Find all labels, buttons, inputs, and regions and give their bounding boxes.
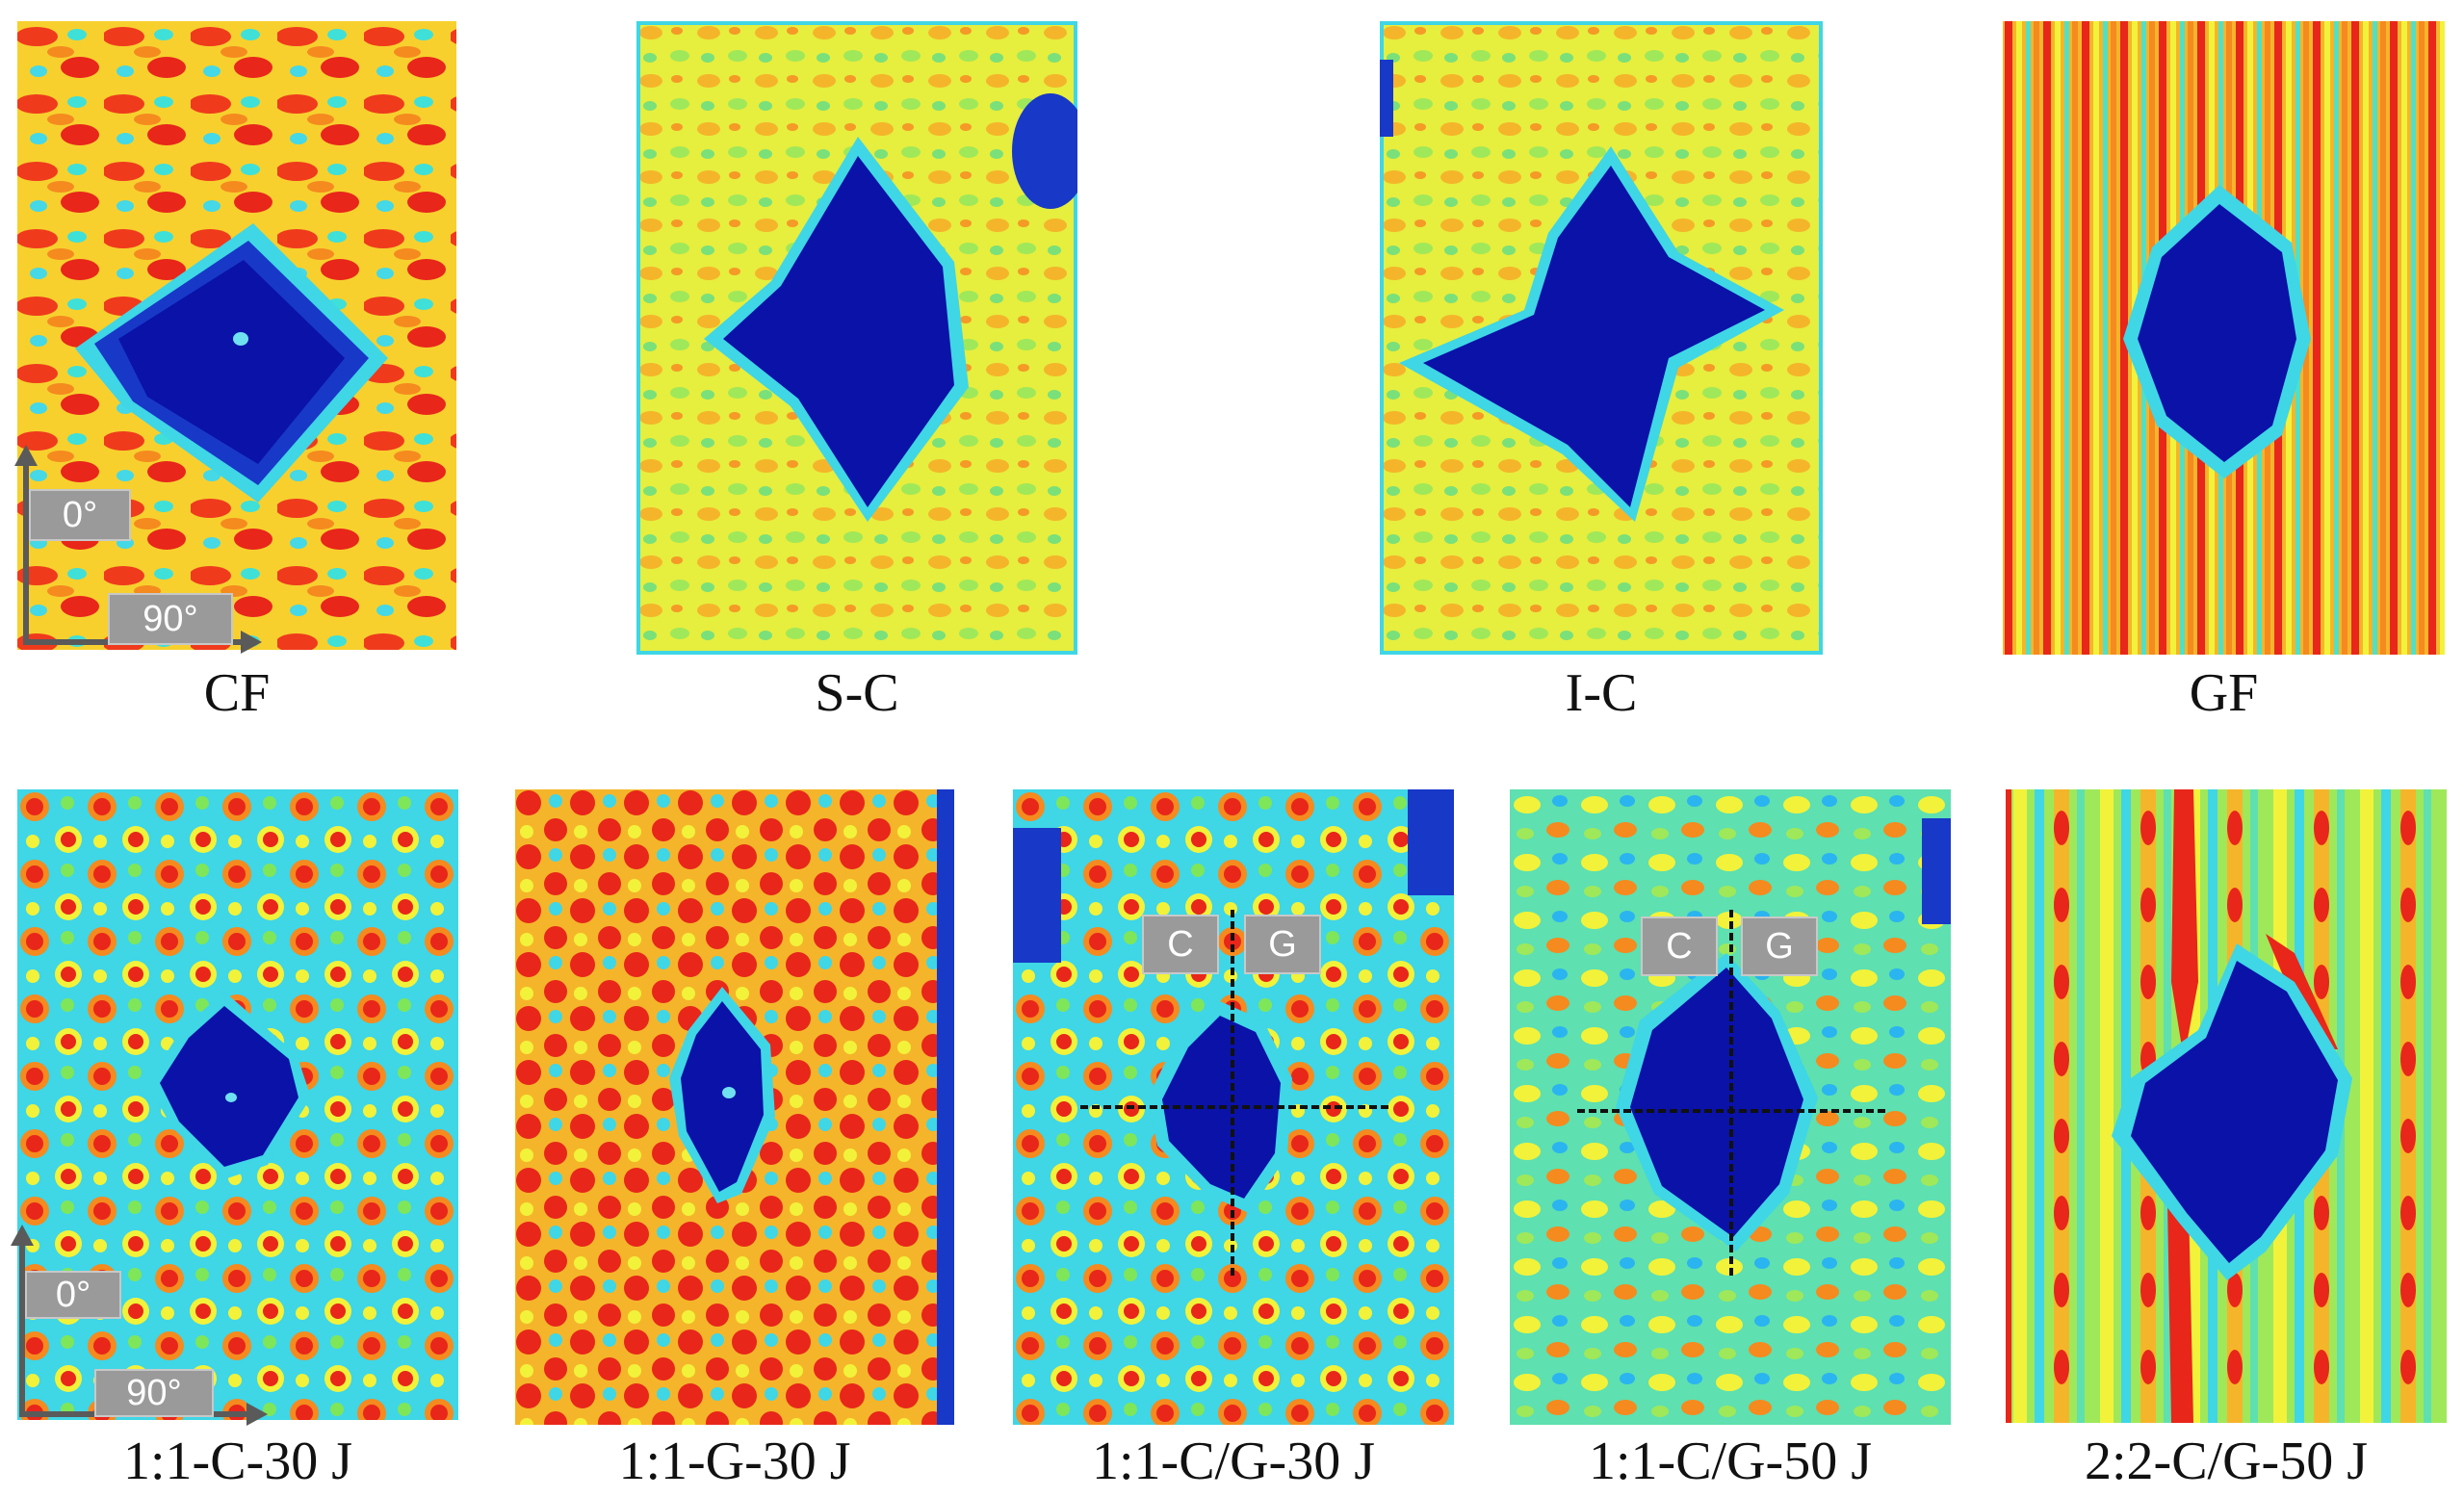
axis-label-90-row2: 90° [94, 1369, 214, 1417]
cscan-image-1-1-cg-30j: C G [1013, 789, 1454, 1425]
axis-label-90: 90° [108, 593, 233, 645]
caption-1-1-cg-30j: 1:1-C/G-30 J [1092, 1432, 1375, 1491]
region-label-g: G [1244, 915, 1321, 974]
boundary-line-horizontal [1577, 1109, 1885, 1113]
boundary-line-vertical [1729, 910, 1733, 1276]
caption-cf: CF [203, 663, 271, 723]
boundary-line-vertical [1231, 910, 1234, 1276]
cscan-image-1-1-cg-50j: C G [1510, 789, 1951, 1425]
cscan-image-2-2-cg-50j [2006, 789, 2447, 1423]
region-label-c: C [1142, 915, 1219, 974]
caption-gf: GF [2189, 663, 2259, 723]
cscan-image-cf [17, 21, 456, 650]
region-label-g: G [1741, 916, 1818, 976]
caption-1-1-g-30j: 1:1-G-30 J [618, 1432, 851, 1491]
caption-i-c: I-C [1565, 663, 1638, 723]
caption-1-1-c-30j: 1:1-C-30 J [123, 1432, 352, 1491]
cscan-image-1-1-c-30j [17, 789, 458, 1420]
cscan-image-gf [2003, 21, 2445, 655]
cscan-image-s-c [636, 21, 1077, 655]
boundary-line-horizontal [1080, 1105, 1388, 1109]
caption-1-1-cg-50j: 1:1-C/G-50 J [1589, 1432, 1872, 1491]
cscan-image-1-1-g-30j [515, 789, 954, 1425]
caption-2-2-cg-50j: 2:2-C/G-50 J [2085, 1432, 2368, 1491]
axis-label-0-row2: 0° [25, 1271, 121, 1319]
caption-s-c: S-C [815, 663, 899, 723]
axis-label-0: 0° [29, 489, 131, 541]
region-label-c: C [1641, 916, 1718, 976]
cscan-image-i-c [1380, 21, 1823, 655]
